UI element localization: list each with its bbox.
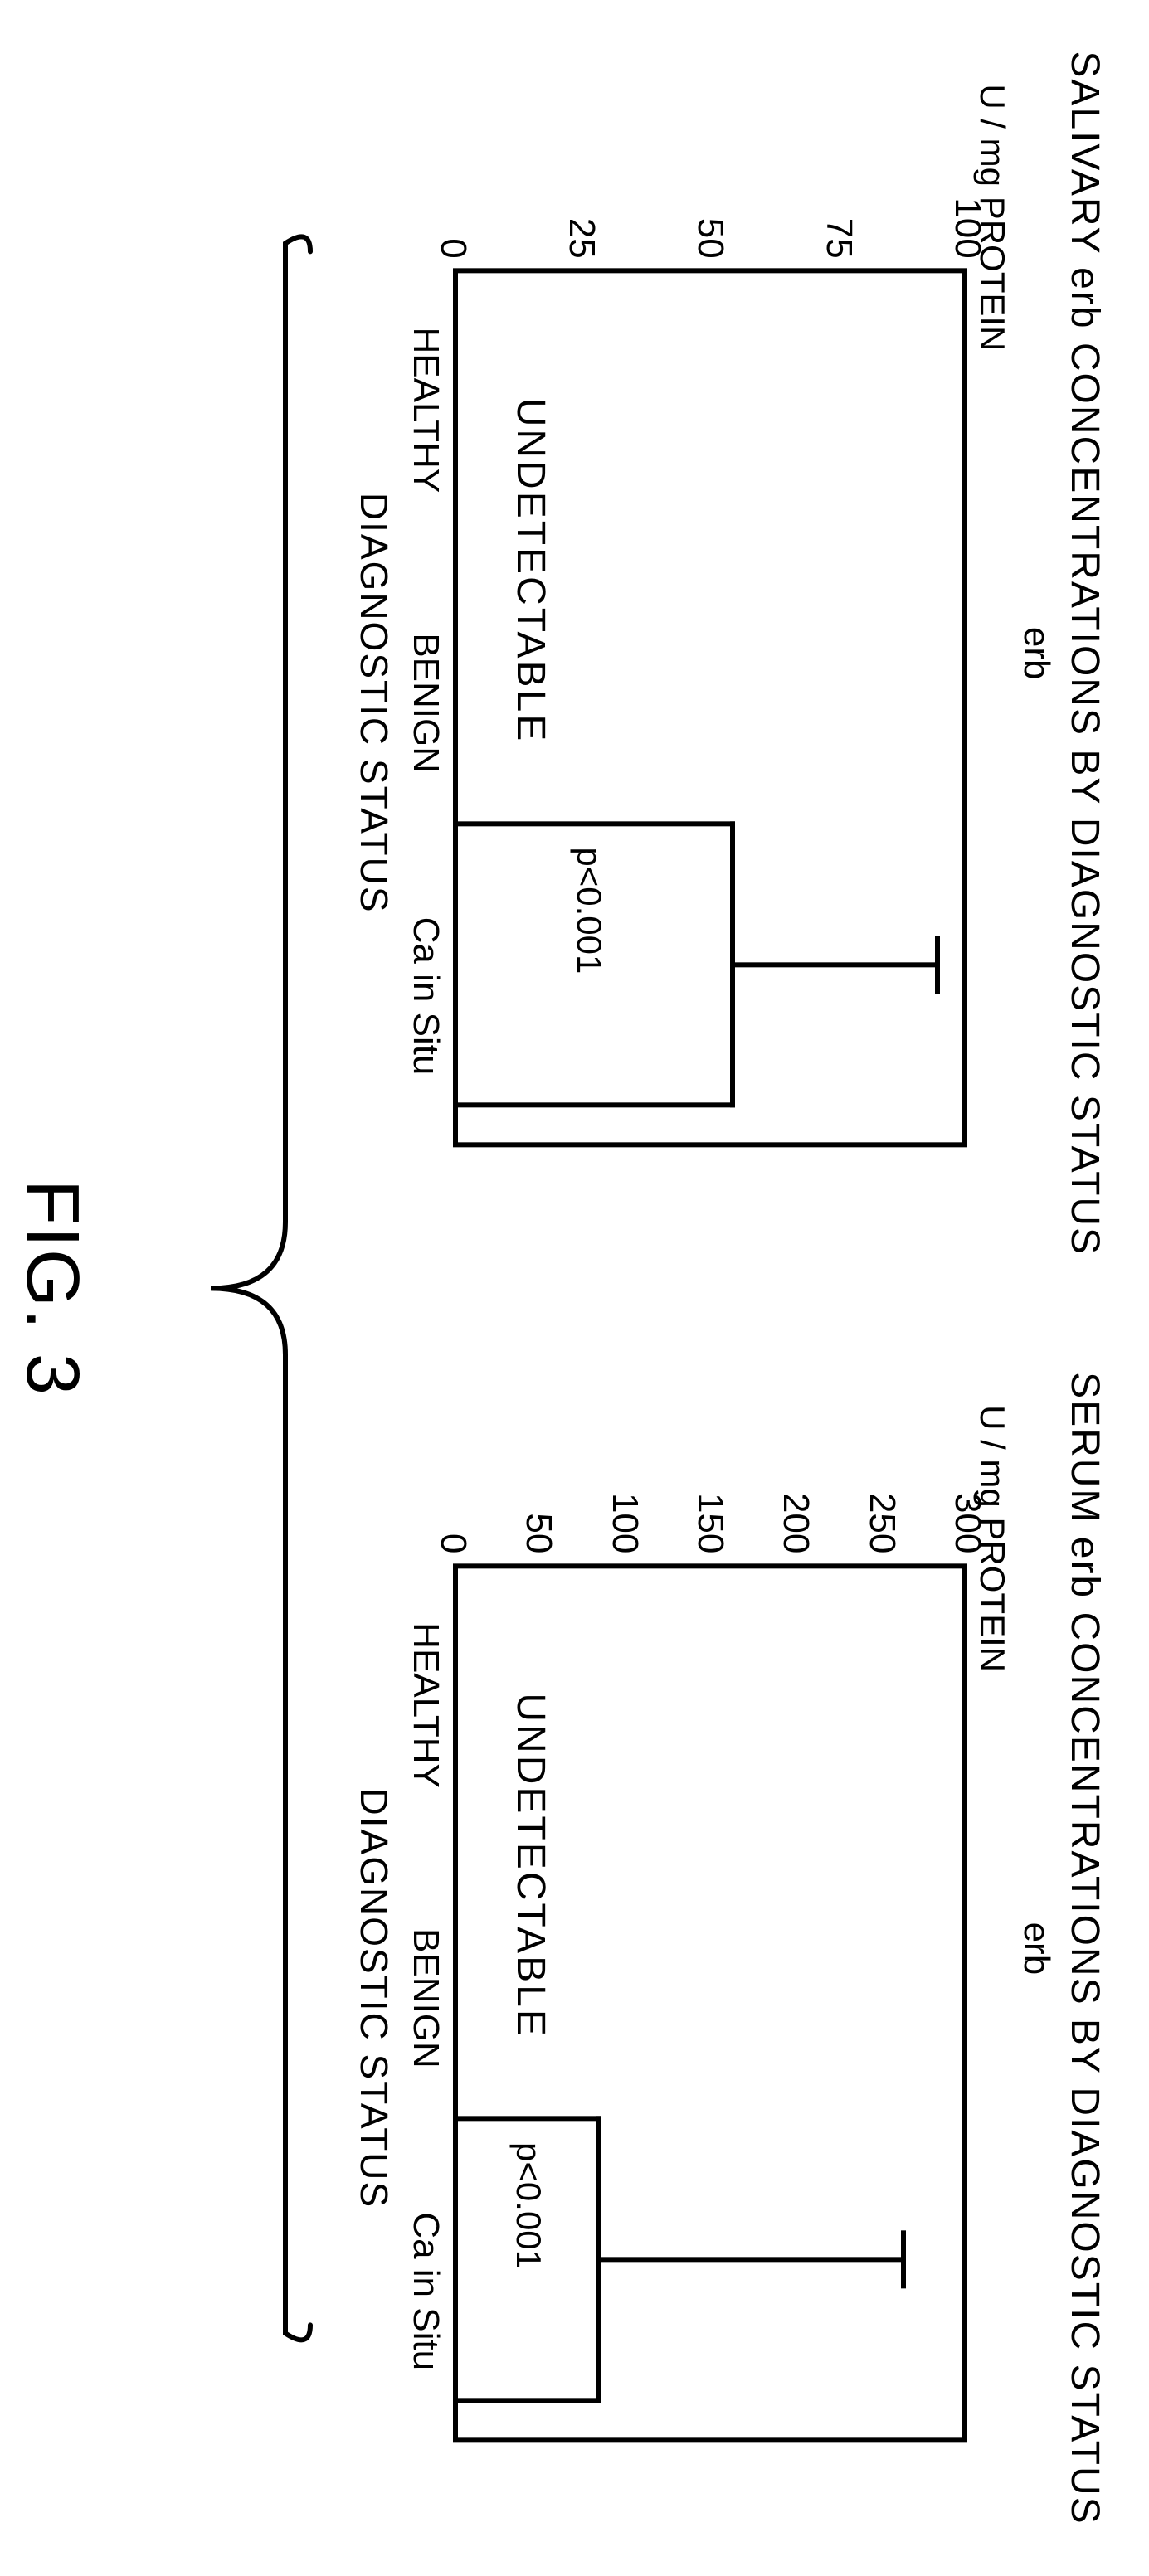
error-bar-vertical <box>601 2258 903 2263</box>
plot-area: UNDETECTABLE p<0.001 <box>453 269 967 1148</box>
panel-title: SERUM erb CONCENTRATIONS BY DIAGNOSTIC S… <box>1062 1372 1108 2525</box>
panels-row: SALIVARY erb CONCENTRATIONS BY DIAGNOSTI… <box>352 17 1141 2558</box>
panel-salivary: SALIVARY erb CONCENTRATIONS BY DIAGNOSTI… <box>352 51 1108 1256</box>
x-axis: HEALTHYBENIGNCa in Situ <box>405 264 446 1143</box>
panel-serum: SERUM erb CONCENTRATIONS BY DIAGNOSTIC S… <box>352 1372 1108 2525</box>
x-tick-label: Ca in Situ <box>405 849 446 1142</box>
panel-title: SALIVARY erb CONCENTRATIONS BY DIAGNOSTI… <box>1062 51 1108 1256</box>
x-tick-label: HEALTHY <box>405 264 446 557</box>
plot-area: UNDETECTABLE p<0.001 <box>453 1563 967 2442</box>
y-axis: 300250200150100500 <box>453 1454 967 1563</box>
x-tick-label: Ca in Situ <box>405 2145 446 2437</box>
undetectable-label: UNDETECTABLE <box>508 1693 553 2039</box>
chart-row: 1007550250 UNDETECTABLE p<0.001 <box>453 159 967 1148</box>
y-axis: 1007550250 <box>453 159 967 269</box>
error-bar-cap <box>934 936 939 994</box>
figure-label: FIG. 3 <box>9 17 95 2558</box>
p-value-label: p<0.001 <box>508 2142 548 2269</box>
x-tick-label: BENIGN <box>405 1852 446 2145</box>
figure-rotated-wrap: SALIVARY erb CONCENTRATIONS BY DIAGNOSTI… <box>9 17 1141 2558</box>
curly-brace-icon <box>186 226 319 2350</box>
panel-subtitle: erb <box>1015 1922 1057 1976</box>
panel-subtitle: erb <box>1015 627 1057 680</box>
x-axis-label: DIAGNOSTIC STATUS <box>352 264 397 1143</box>
x-tick-label: HEALTHY <box>405 1558 446 1851</box>
x-axis-label: DIAGNOSTIC STATUS <box>352 1558 397 2437</box>
x-tick-label: BENIGN <box>405 557 446 849</box>
undetectable-label: UNDETECTABLE <box>508 398 553 744</box>
error-bar-vertical <box>735 962 937 967</box>
p-value-label: p<0.001 <box>568 847 608 974</box>
page: SALIVARY erb CONCENTRATIONS BY DIAGNOSTI… <box>0 0 1149 2576</box>
chart-row: 300250200150100500 UNDETECTABLE p<0.001 <box>453 1454 967 2442</box>
x-axis: HEALTHYBENIGNCa in Situ <box>405 1558 446 2437</box>
error-bar-cap <box>901 2231 906 2289</box>
brace-row <box>103 17 319 2558</box>
